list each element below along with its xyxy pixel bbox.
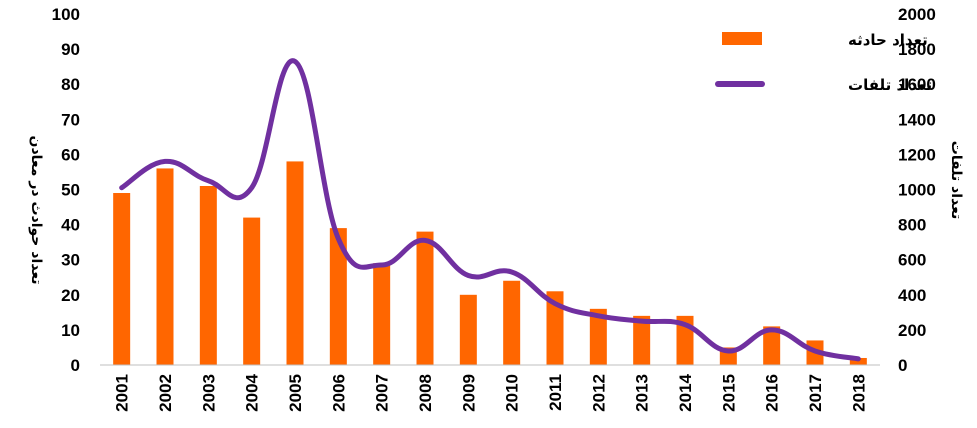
line-series-fatalities <box>119 58 861 362</box>
bar-2006 <box>329 228 347 365</box>
y-left-tick-40: 40 <box>61 216 80 235</box>
x-tick-2011: 2011 <box>546 374 565 411</box>
x-tick-2005: 2005 <box>286 374 305 412</box>
bar-2018 <box>849 357 867 365</box>
bar-2005 <box>286 161 304 365</box>
x-axis-ticks: 2001 2002 2003 2004 2005 2006 2007 2008 2009 2010… <box>113 373 869 411</box>
y-left-tick-10: 10 <box>61 321 80 340</box>
legend: تعداد حادثه تعداد تلفات <box>715 31 932 94</box>
y-left-tick-50: 50 <box>61 181 80 200</box>
y-left-tick-90: 90 <box>61 40 80 59</box>
y-left-tick-20: 20 <box>61 286 80 305</box>
x-tick-2018: 2018 <box>849 374 868 412</box>
x-tick-2001: 2001 <box>113 374 132 412</box>
y-left-tick-100: 100 <box>52 5 80 24</box>
x-tick-2017: 2017 <box>806 374 825 412</box>
x-tick-2009: 2009 <box>459 374 478 412</box>
x-tick-2013: 2013 <box>633 374 652 412</box>
x-tick-2014: 2014 <box>676 373 695 411</box>
y-right-tick-400: 400 <box>898 286 926 305</box>
bar-2003 <box>199 185 217 365</box>
y-axis-left-ticks: 0 10 20 30 40 50 60 70 80 90 100 <box>52 5 80 375</box>
bar-2007 <box>373 263 391 365</box>
y-right-tick-2000: 2000 <box>898 5 936 24</box>
y-right-tick-0: 0 <box>898 356 907 375</box>
x-tick-2015: 2015 <box>719 374 738 412</box>
x-tick-2008: 2008 <box>416 374 435 412</box>
legend-swatch-accidents <box>722 32 762 45</box>
bar-2013 <box>633 315 651 365</box>
x-tick-2002: 2002 <box>156 374 175 412</box>
y-left-tick-70: 70 <box>61 110 80 129</box>
y-left-tick-80: 80 <box>61 75 80 94</box>
y-left-tick-30: 30 <box>61 251 80 270</box>
bar-2016 <box>763 326 781 365</box>
y-right-tick-800: 800 <box>898 216 926 235</box>
fatalities-line <box>119 58 861 362</box>
y-axis-right-ticks: 0 200 400 600 800 1000 1200 1400 1600 1800 2000 <box>898 5 936 375</box>
legend-label-fatalities: تعداد تلفات <box>848 76 932 94</box>
y-right-tick-1800: 1800 <box>898 40 936 59</box>
x-tick-2004: 2004 <box>243 373 262 411</box>
bar-2012 <box>589 308 607 365</box>
bar-series-accidents <box>113 161 867 365</box>
legend-label-accidents: تعداد حادثه <box>848 31 928 49</box>
y-axis-right-title: تعداد تلفات <box>948 141 964 219</box>
y-right-tick-1000: 1000 <box>898 181 936 200</box>
bar-2009 <box>459 294 477 365</box>
bar-2010 <box>503 280 521 365</box>
y-right-tick-1600: 1600 <box>898 75 936 94</box>
bar-2008 <box>416 231 434 365</box>
y-right-tick-1400: 1400 <box>898 110 936 129</box>
x-tick-2006: 2006 <box>329 374 348 412</box>
x-tick-2016: 2016 <box>763 374 782 412</box>
y-right-tick-200: 200 <box>898 321 926 340</box>
y-right-tick-1200: 1200 <box>898 145 936 164</box>
y-right-tick-600: 600 <box>898 251 926 270</box>
bar-2011 <box>546 291 564 365</box>
y-axis-left-title: تعداد حوادث در معادن <box>28 136 44 285</box>
x-tick-2007: 2007 <box>373 374 392 412</box>
y-left-tick-0: 0 <box>71 356 80 375</box>
y-left-tick-60: 60 <box>61 145 80 164</box>
x-tick-2012: 2012 <box>589 374 608 412</box>
x-tick-2010: 2010 <box>503 374 522 412</box>
bar-2001 <box>113 193 131 365</box>
x-tick-2003: 2003 <box>199 374 218 412</box>
bar-2004 <box>243 217 261 365</box>
bar-2002 <box>156 168 174 365</box>
